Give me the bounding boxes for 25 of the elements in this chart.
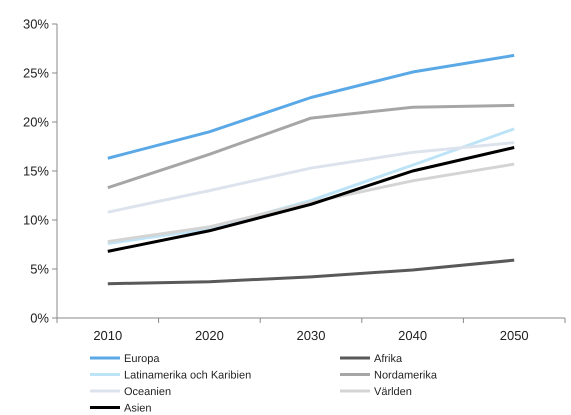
- line-series: [106, 162, 516, 244]
- legend-label: Asien: [124, 402, 152, 414]
- x-tick-label: 2010: [93, 328, 122, 343]
- line-series: [106, 141, 516, 214]
- y-tick-label: 10%: [22, 212, 50, 228]
- y-tick-label: 20%: [22, 114, 50, 130]
- legend-label: Nordamerika: [374, 369, 438, 382]
- x-tick-label: 2040: [398, 328, 428, 343]
- legend-label: Oceanien: [124, 386, 172, 398]
- line-series: [106, 146, 516, 253]
- x-tick-label: 2020: [194, 328, 224, 343]
- line-series: [106, 54, 516, 160]
- y-tick-label: 5%: [30, 262, 50, 277]
- line-series: [106, 258, 516, 286]
- line-series: [106, 104, 516, 190]
- y-tick-label: 0%: [30, 310, 50, 326]
- x-tick-label: 2050: [500, 328, 529, 343]
- x-tick-label: 2030: [296, 328, 326, 343]
- legend-label: Europa: [124, 352, 160, 365]
- legend-label: Latinamerika och Karibien: [124, 369, 252, 382]
- legend-label: Världen: [374, 386, 412, 398]
- y-tick-label: 15%: [22, 164, 50, 179]
- y-tick-label: 30%: [22, 16, 50, 32]
- legend-label: Afrika: [374, 352, 403, 365]
- y-tick-label: 25%: [22, 66, 50, 81]
